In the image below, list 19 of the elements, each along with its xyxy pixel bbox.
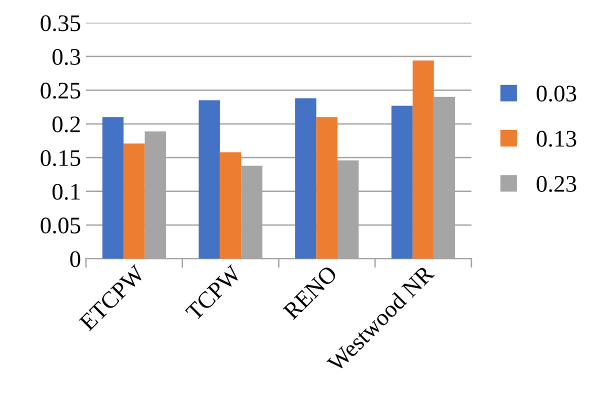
bar [198, 100, 220, 259]
bar [295, 98, 316, 259]
legend-label: 0.03 [536, 86, 576, 102]
bar [102, 117, 124, 259]
y-tick-label: 0.15 [40, 150, 80, 166]
bar [391, 106, 413, 259]
bar [124, 143, 145, 259]
bar [316, 117, 338, 259]
y-tick-label: 0.3 [52, 48, 80, 66]
bar [220, 152, 242, 259]
y-tick-label: 0.25 [40, 82, 80, 99]
bar [412, 60, 434, 259]
y-tick-label: 0 [70, 251, 80, 268]
y-tick-label: 0.1 [52, 184, 80, 200]
y-tick-label: 0.05 [40, 218, 80, 234]
y-tick-label: 0.35 [40, 15, 80, 32]
legend-label: 0.23 [536, 176, 576, 192]
legend-label: 0.13 [536, 130, 576, 147]
y-tick-label: 0.2 [52, 116, 80, 132]
